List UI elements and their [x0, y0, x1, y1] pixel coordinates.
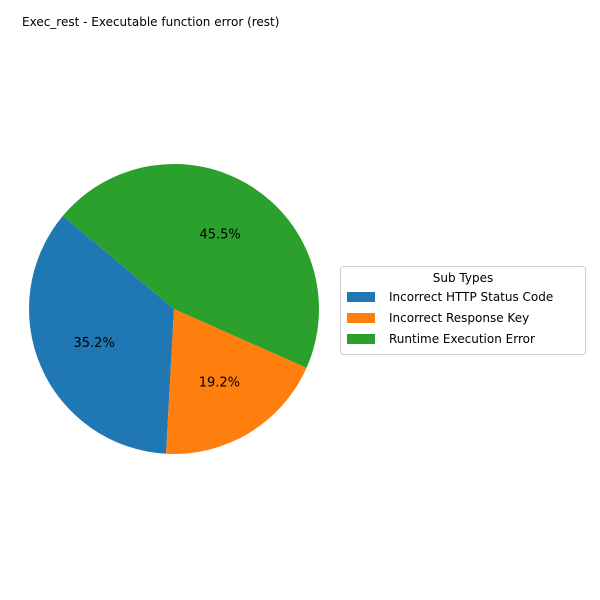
- pie-percent-label-3: 45.5%: [199, 228, 240, 243]
- legend: Sub Types Incorrect HTTP Status CodeInco…: [340, 266, 586, 355]
- pie-slice-3: [62, 164, 319, 368]
- legend-title: Sub Types: [433, 271, 493, 285]
- legend-box: [340, 266, 586, 355]
- pie-percent-label-1: 35.2%: [74, 336, 115, 351]
- chart-title: Exec_rest - Executable function error (r…: [22, 15, 279, 29]
- legend-swatch-2: [347, 313, 375, 323]
- legend-label-3: Runtime Execution Error: [389, 332, 535, 346]
- pie-percent-labels: 35.2% 19.2% 45.5%: [74, 228, 241, 391]
- legend-label-1: Incorrect HTTP Status Code: [389, 290, 553, 304]
- legend-swatch-3: [347, 334, 375, 344]
- legend-items: Incorrect HTTP Status Code Incorrect Resp…: [347, 290, 553, 346]
- legend-swatch-1: [347, 292, 375, 302]
- pie-slice-2: [166, 309, 307, 454]
- pie-percent-label-2: 19.2%: [199, 376, 240, 391]
- pie-slice-1: [29, 215, 174, 454]
- pie-slices: [29, 164, 319, 454]
- legend-label-2: Incorrect Response Key: [389, 311, 529, 325]
